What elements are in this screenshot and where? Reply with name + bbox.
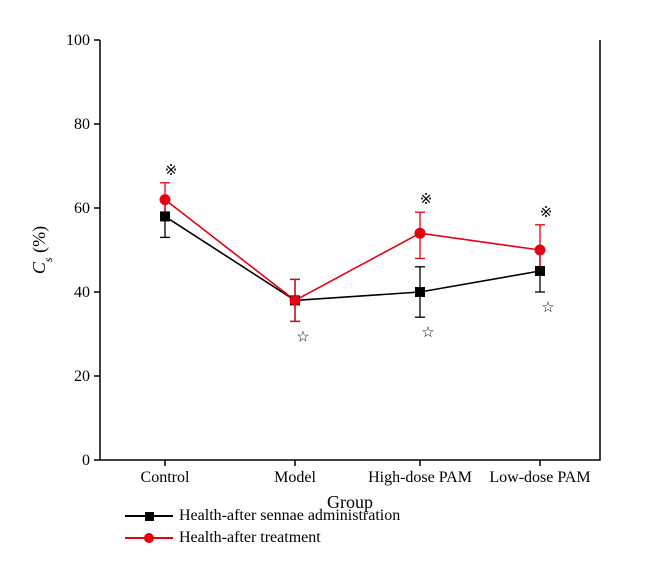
legend-label: Health-after sennae administration xyxy=(179,507,400,525)
marker-square xyxy=(536,267,545,276)
y-tick-label: 40 xyxy=(74,284,90,301)
legend-circle-icon xyxy=(144,533,154,543)
sig-ref-icon: ※ xyxy=(540,205,553,221)
sig-star-icon: ☆ xyxy=(421,325,434,341)
series-line xyxy=(165,216,540,300)
sig-ref-icon: ※ xyxy=(420,192,433,208)
y-tick-label: 60 xyxy=(74,200,90,217)
marker-square xyxy=(161,212,170,221)
marker-circle xyxy=(160,195,170,205)
legend-label: Health-after treatment xyxy=(179,529,321,547)
series-line xyxy=(165,200,540,301)
sig-star-icon: ☆ xyxy=(541,300,554,316)
x-tick-label: High-dose PAM xyxy=(368,469,472,486)
legend-marker xyxy=(125,512,173,521)
y-tick-label: 20 xyxy=(74,368,90,385)
legend: Health-after sennae administration Health… xyxy=(125,505,400,549)
marker-circle xyxy=(535,245,545,255)
y-tick-label: 100 xyxy=(66,32,90,49)
sig-ref-icon: ※ xyxy=(165,163,178,179)
marker-circle xyxy=(415,228,425,238)
x-tick-label: Control xyxy=(141,469,190,486)
axis-frame xyxy=(100,40,600,460)
legend-item: Health-after treatment xyxy=(125,527,400,549)
y-tick-label: 0 xyxy=(82,452,90,469)
y-tick-label: 80 xyxy=(74,116,90,133)
x-tick-label: Low-dose PAM xyxy=(489,469,590,486)
chart-container: 0 20 40 60 80 100 Cs (%) Control Model High-dose … xyxy=(0,0,664,571)
legend-item: Health-after sennae administration xyxy=(125,505,400,527)
legend-square-icon xyxy=(145,512,154,521)
y-axis-label: Cs (%) xyxy=(29,226,55,274)
marker-square xyxy=(416,288,425,297)
marker-circle xyxy=(290,295,300,305)
legend-marker xyxy=(125,533,173,543)
chart-svg: 0 20 40 60 80 100 Cs (%) Control Model High-dose … xyxy=(0,0,664,571)
x-tick-label: Model xyxy=(274,469,316,486)
sig-star-icon: ☆ xyxy=(296,329,309,345)
